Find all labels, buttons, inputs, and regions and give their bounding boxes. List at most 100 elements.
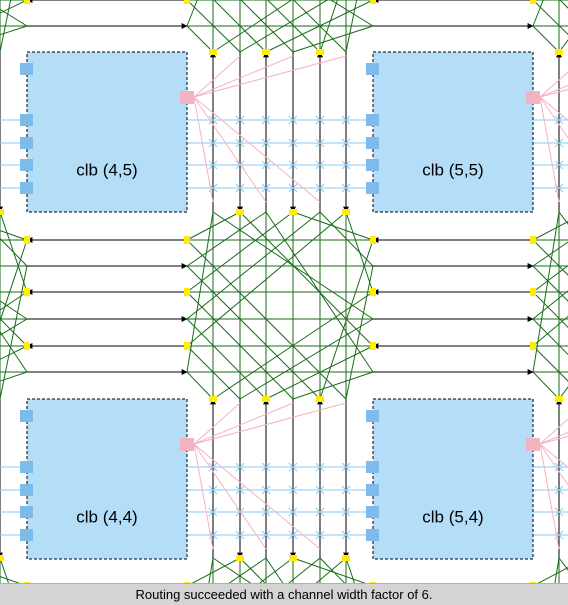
switch-pin (24, 0, 30, 4)
input-switch (288, 138, 298, 148)
switch-pin (370, 0, 376, 4)
switch-wire (186, 211, 267, 267)
output-wire (539, 431, 568, 445)
clb-input-pin (20, 159, 33, 171)
switch-pin (24, 582, 30, 583)
switch-pin (184, 0, 190, 4)
output-wire (539, 88, 568, 98)
switch-wire (532, 0, 568, 36)
switch-pin (0, 209, 4, 215)
switch-pin (370, 582, 376, 583)
switch-wire (0, 300, 28, 320)
input-switch (235, 138, 245, 148)
clb-input-pin (20, 410, 33, 422)
output-wire (539, 84, 568, 98)
switch-wire (0, 557, 9, 583)
input-switch (235, 183, 245, 193)
switch-wire (532, 290, 568, 320)
output-wire (193, 402, 294, 445)
status-bar: Routing succeeded with a channel width f… (0, 583, 568, 605)
switch-wire (186, 0, 198, 27)
switch-wire (0, 371, 28, 382)
output-wire (193, 402, 347, 445)
switch-wire (213, 0, 267, 53)
switch-wire (288, 557, 321, 583)
output-wire (539, 418, 568, 445)
input-switch (235, 485, 245, 495)
switch-wire (186, 211, 321, 320)
input-switch (315, 160, 325, 170)
switch-wire (532, 220, 568, 241)
switch-pin (530, 236, 536, 244)
switch-pin (316, 396, 324, 402)
switch-wire (0, 291, 28, 311)
clb-input-pin (366, 461, 379, 473)
switch-wire (345, 557, 355, 583)
switch-wire (0, 318, 28, 347)
clb-input-pin (366, 137, 379, 149)
switch-wire (532, 25, 560, 53)
switch-pin (236, 555, 244, 561)
clb-output-pin (180, 438, 194, 451)
input-switch (315, 138, 325, 148)
clb-label: clb (4,5) (76, 160, 137, 179)
input-switch (315, 485, 325, 495)
output-wire (539, 71, 568, 98)
switch-pin (209, 49, 217, 55)
input-switch (261, 507, 271, 517)
switch-wire (212, 557, 252, 583)
clb-input-pin (366, 506, 379, 518)
input-switch (261, 530, 271, 540)
switch-wire (239, 318, 374, 400)
switch-pin (289, 555, 297, 561)
clb-input-pin (366, 410, 379, 422)
input-switch (315, 183, 325, 193)
input-switch (208, 507, 218, 517)
input-switch (208, 462, 218, 472)
input-switch (261, 138, 271, 148)
clb-input-pin (366, 529, 379, 541)
switch-wire (532, 318, 568, 356)
input-switch (261, 160, 271, 170)
clb-input-pin (366, 159, 379, 171)
input-switch (554, 160, 564, 170)
switch-wire (186, 211, 214, 373)
clb-input-pin (366, 63, 379, 75)
switch-wire (532, 291, 568, 329)
input-switch (261, 115, 271, 125)
input-switch (208, 138, 218, 148)
input-switch (288, 462, 298, 472)
switch-wire (345, 0, 358, 53)
switch-wire (239, 211, 374, 347)
input-switch (554, 507, 564, 517)
switch-wire (0, 345, 28, 360)
switch-pin (236, 209, 244, 215)
switch-wire (266, 0, 321, 53)
input-switch (208, 485, 218, 495)
switch-wire (319, 557, 346, 583)
clb-block (26, 398, 188, 560)
switch-pin (555, 49, 563, 55)
switch-wire (292, 557, 366, 583)
switch-wire (329, 0, 374, 27)
switch-wire (240, 0, 294, 53)
input-switch (315, 115, 325, 125)
switch-wire (558, 557, 568, 571)
switch-pin (262, 49, 270, 55)
switch-wire (292, 25, 374, 53)
switch-pin (209, 396, 217, 402)
output-wire (539, 96, 568, 121)
clb-input-pin (20, 182, 33, 194)
clb-input-pin (20, 137, 33, 149)
switch-wire (532, 264, 568, 293)
switch-wire (532, 345, 568, 382)
switch-wire (315, 557, 347, 583)
switch-pin (24, 236, 30, 244)
input-switch (208, 160, 218, 170)
clb-input-pin (20, 461, 33, 473)
input-switch (235, 462, 245, 472)
output-wire (193, 55, 294, 98)
switch-wire (292, 211, 374, 241)
switch-wire (0, 0, 28, 14)
switch-wire (532, 315, 568, 347)
